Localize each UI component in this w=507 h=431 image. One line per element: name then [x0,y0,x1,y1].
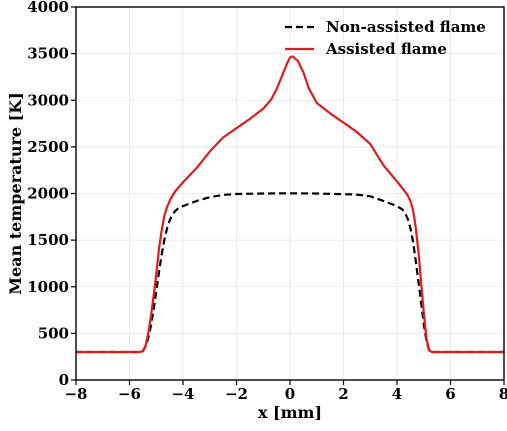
y-axis-title: Mean temperature [K] [6,92,25,294]
grid [75,6,505,381]
x-tick-label: −2 [225,385,248,403]
x-tick-label: 0 [285,385,295,403]
y-tick-label: 1000 [27,278,69,296]
series-line-non-assisted [76,192,504,354]
legend-label: Non-assisted flame [326,18,486,36]
y-tick-label: 3500 [27,45,69,63]
y-tick-label: 3000 [27,91,69,109]
y-tick-label: 2500 [27,138,69,156]
x-tick-label: 8 [499,385,507,403]
legend-label: Assisted flame [325,40,447,58]
y-tick-label: 2000 [27,185,69,203]
y-tick-label: 1500 [27,231,69,249]
axis-ticks: −8 −6 −4 −2 0 2 4 6 8 0 500 1000 1500 2000 2500 3000 350… [27,0,507,403]
x-tick-label: −8 [64,385,87,403]
y-tick-label: 0 [59,371,69,389]
y-tick-label: 500 [38,324,69,342]
series-line-assisted [76,55,504,354]
legend: Non-assisted flame Assisted flame [285,18,486,58]
x-tick-label: 4 [392,385,402,403]
y-tick-label: 4000 [27,0,69,16]
x-axis-title: x [mm] [258,403,322,422]
x-tick-label: −4 [171,385,194,403]
series-lines [76,55,504,354]
x-tick-label: 2 [338,385,348,403]
x-tick-label: −6 [118,385,141,403]
x-tick-label: 6 [445,385,455,403]
